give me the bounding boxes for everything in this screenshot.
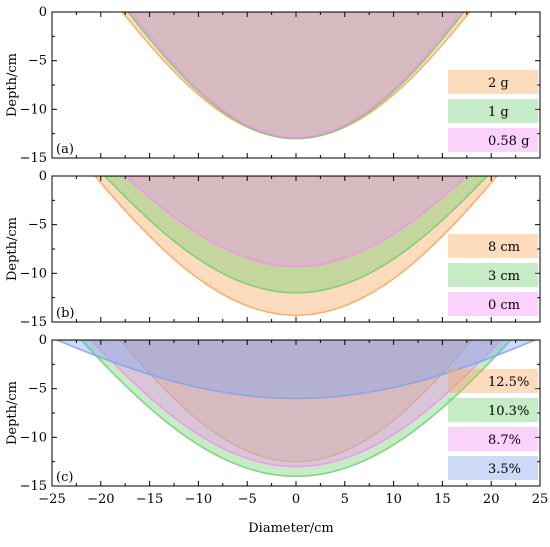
legend-swatch [448, 99, 538, 123]
legend-label: 3 cm [488, 269, 520, 284]
legend-label: 10.3% [488, 404, 529, 419]
x-tick-label: 10 [385, 492, 402, 507]
y-axis-title: Depth/cm [5, 53, 20, 117]
y-tick-label: −5 [28, 54, 47, 69]
legend-swatch [448, 234, 538, 258]
legend-label: 8.7% [488, 433, 521, 448]
legend-label: 8 cm [488, 240, 520, 255]
legend-swatch [448, 263, 538, 287]
y-tick-label: −15 [20, 315, 47, 330]
x-tick-label: −10 [185, 492, 212, 507]
plot-area [121, 12, 471, 140]
legend: 2 g 1 g 0.58 g [448, 70, 538, 152]
y-axis-title: Depth/cm [5, 217, 20, 281]
y-tick-label: 0 [39, 169, 47, 184]
panel-label: (c) [56, 470, 73, 485]
legend-swatch [448, 128, 538, 152]
legend-label: 3.5% [488, 462, 521, 477]
chart-panel-3: 0−5−10−15−25 −20 −15 −10 −5 0 5 10 15 20 25Depth/c… [5, 333, 548, 536]
y-tick-label: −15 [20, 151, 47, 166]
y-axis-title: Depth/cm [5, 381, 20, 445]
panel-label: (b) [56, 306, 74, 321]
legend-swatch [448, 427, 538, 451]
x-tick-label: −5 [238, 492, 257, 507]
legend-swatch [448, 70, 538, 94]
chart-panel-1: 0 −5 −10 −15 Depth/cm (a) 2 g 1 g 0.58 g [5, 5, 541, 166]
series-area-1 [119, 340, 473, 463]
x-tick-label: −25 [38, 492, 65, 507]
legend: 8 cm 3 cm 0 cm [448, 234, 538, 316]
plot-area [56, 340, 536, 478]
legend-swatch [448, 292, 538, 316]
series-area-4 [56, 340, 536, 400]
legend: 12.5% 10.3% 8.7% 3.5% [448, 369, 538, 480]
panel-label: (a) [56, 142, 74, 157]
x-tick-label: 20 [483, 492, 500, 507]
legend-label: 0.58 g [488, 134, 529, 149]
y-tick-label: −5 [28, 382, 47, 397]
legend-label: 2 g [488, 76, 509, 91]
y-tick-label: 0 [39, 5, 47, 20]
series-area-3 [130, 12, 462, 139]
x-axis-title: Diameter/cm [248, 521, 333, 536]
x-tick-label: 0 [292, 492, 300, 507]
series-area-3 [124, 176, 468, 268]
legend-swatch [448, 398, 538, 422]
plot-area [93, 176, 499, 316]
x-tick-label: 25 [532, 492, 549, 507]
series-area-2 [80, 340, 512, 478]
x-tick-label: 15 [434, 492, 451, 507]
legend-label: 1 g [488, 105, 509, 120]
chart-panel-2: 0 −5 −10 −15 Depth/cm (b) 8 cm 3 cm 0 cm [5, 169, 541, 330]
y-tick-label: −15 [20, 479, 47, 494]
x-tick-label: −20 [87, 492, 114, 507]
y-tick-label: −5 [28, 218, 47, 233]
series-area-2 [103, 176, 489, 294]
x-tick-label: 5 [341, 492, 349, 507]
legend-label: 12.5% [488, 375, 529, 390]
series-area-2 [127, 12, 465, 140]
y-tick-label: −10 [20, 266, 47, 281]
series-area-1 [93, 176, 499, 316]
legend-swatch [448, 456, 538, 480]
legend-swatch [448, 369, 538, 393]
legend-label: 0 cm [488, 298, 520, 313]
y-tick-label: −10 [20, 102, 47, 117]
y-tick-label: −10 [20, 430, 47, 445]
y-tick-label: 0 [39, 333, 47, 348]
series-area-3 [90, 340, 502, 468]
x-tick-label: −15 [136, 492, 163, 507]
